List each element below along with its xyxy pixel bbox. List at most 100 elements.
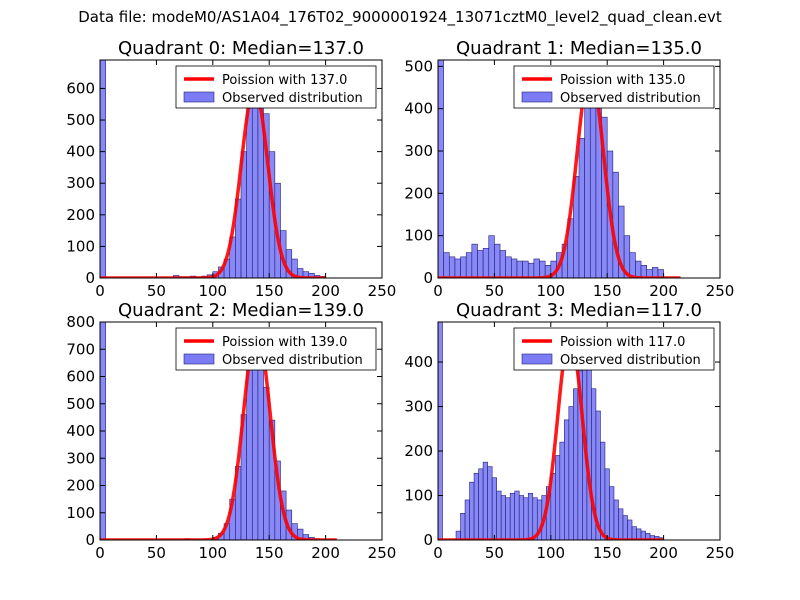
legend-fit-label: Poission with 137.0 [222, 73, 347, 88]
histogram-bar [471, 243, 478, 278]
histogram-bar [477, 250, 484, 278]
histogram-bar [533, 258, 540, 278]
quadrant-3-chart: Quadrant 3: Median=117.0 0 50 100 150 200 250 0… [404, 300, 734, 562]
y-tick-label: 300 [404, 398, 433, 416]
x-tick-label: 50 [485, 544, 504, 562]
histogram-bar [518, 495, 525, 540]
histogram-bar [478, 468, 484, 540]
histogram-bar [589, 78, 597, 278]
histogram-bar [482, 461, 488, 540]
histogram-bar [555, 455, 561, 540]
histogram-bar [568, 406, 574, 540]
y-tick-label: 200 [404, 442, 433, 460]
x-tick-label: 150 [593, 544, 622, 562]
histogram-bar [578, 138, 585, 278]
legend: Poission with 135.0 Observed distribution [513, 65, 715, 109]
histogram-bar [257, 346, 264, 540]
histogram-bar [460, 256, 467, 278]
x-tick-label: 50 [485, 282, 504, 300]
quadrant-0-chart: Quadrant 0: Median=137.0 0 50 100 150 200 250 0… [66, 38, 396, 300]
y-tick-label: 500 [66, 395, 95, 413]
histogram-bar [609, 486, 615, 540]
y-tick-label: 600 [66, 79, 95, 97]
y-tick-label: 0 [85, 269, 95, 287]
histogram-bar [527, 262, 535, 278]
legend-hist-label: Observed distribution [222, 91, 363, 106]
x-tick-label: 150 [255, 282, 284, 300]
y-tick-label: 400 [66, 422, 95, 440]
histogram-bar [469, 481, 475, 540]
histogram-bar [527, 492, 534, 540]
x-tick-label: 250 [368, 282, 397, 300]
histogram-bar [635, 260, 642, 278]
x-tick-label: 200 [311, 282, 340, 300]
histogram-bar [465, 252, 473, 278]
x-tick-label: 100 [536, 282, 565, 300]
histogram-bar [629, 252, 636, 278]
legend: Poission with 139.0 Observed distribution [175, 327, 377, 371]
histogram-bar [505, 256, 512, 278]
legend-hist-label: Observed distribution [222, 353, 363, 368]
axes-frame [437, 59, 721, 279]
histogram-bar [559, 441, 565, 540]
histogram-bar [438, 322, 443, 540]
histogram-bar [438, 60, 444, 278]
histogram-bar [443, 252, 450, 278]
x-tick-label: 0 [95, 544, 105, 562]
axes-frame [99, 59, 383, 279]
legend-fit-label: Poission with 139.0 [222, 335, 347, 350]
histogram-bar [246, 100, 253, 278]
y-tick-label: 100 [404, 227, 433, 245]
histogram-bar [613, 499, 619, 540]
legend-fit-label: Poission with 135.0 [560, 73, 685, 88]
x-tick-label: 150 [255, 544, 284, 562]
legend-hist-label: Observed distribution [560, 91, 701, 106]
legend-fit-label: Poission with 117.0 [560, 335, 685, 350]
histogram-bar [640, 265, 647, 278]
histogram-bar [627, 519, 633, 540]
x-tick-label: 200 [649, 544, 678, 562]
legend-hist-label: Observed distribution [560, 353, 701, 368]
legend-bar-swatch [521, 353, 553, 365]
histogram-bar [511, 258, 518, 278]
y-tick-label: 100 [66, 237, 95, 255]
histogram-bar [494, 243, 501, 278]
x-tick-label: 250 [368, 544, 397, 562]
histogram-bar [448, 256, 456, 278]
histogram-bar [600, 441, 606, 540]
y-tick-label: 100 [404, 487, 433, 505]
y-tick-label: 300 [66, 449, 95, 467]
x-tick-label: 200 [311, 544, 340, 562]
y-tick-label: 200 [66, 477, 95, 495]
quadrant-2-title: Quadrant 2: Median=139.0 [118, 300, 364, 321]
y-tick-label: 0 [85, 531, 95, 549]
x-tick-label: 0 [95, 282, 105, 300]
histogram-bar [584, 95, 591, 278]
figure-suptitle: Data file: modeM0/AS1A04_176T02_90000019… [78, 8, 722, 26]
histogram-bar [539, 260, 546, 278]
histogram-bar [622, 515, 628, 540]
histogram-bar [618, 508, 624, 540]
histogram-bar [499, 250, 506, 278]
y-tick-label: 800 [66, 313, 95, 331]
histogram-bar [523, 497, 529, 540]
quadrant-0-title: Quadrant 0: Median=137.0 [118, 38, 364, 59]
x-tick-label: 250 [706, 282, 735, 300]
y-tick-label: 400 [66, 143, 95, 161]
x-tick-label: 50 [147, 544, 166, 562]
y-tick-label: 400 [404, 353, 433, 371]
legend-bar-swatch [521, 91, 553, 103]
x-tick-label: 0 [433, 544, 443, 562]
histogram-bar [454, 258, 461, 278]
poisson-fit-line [100, 328, 339, 540]
histogram-bar [522, 260, 529, 278]
histogram-bar [505, 497, 511, 540]
histogram-bar [460, 513, 466, 540]
y-tick-label: 0 [423, 269, 433, 287]
legend: Poission with 137.0 Observed distribution [175, 65, 377, 109]
histogram-bar [488, 235, 495, 278]
y-tick-label: 0 [423, 531, 433, 549]
y-tick-label: 700 [66, 340, 95, 358]
histogram-bar [604, 468, 610, 540]
